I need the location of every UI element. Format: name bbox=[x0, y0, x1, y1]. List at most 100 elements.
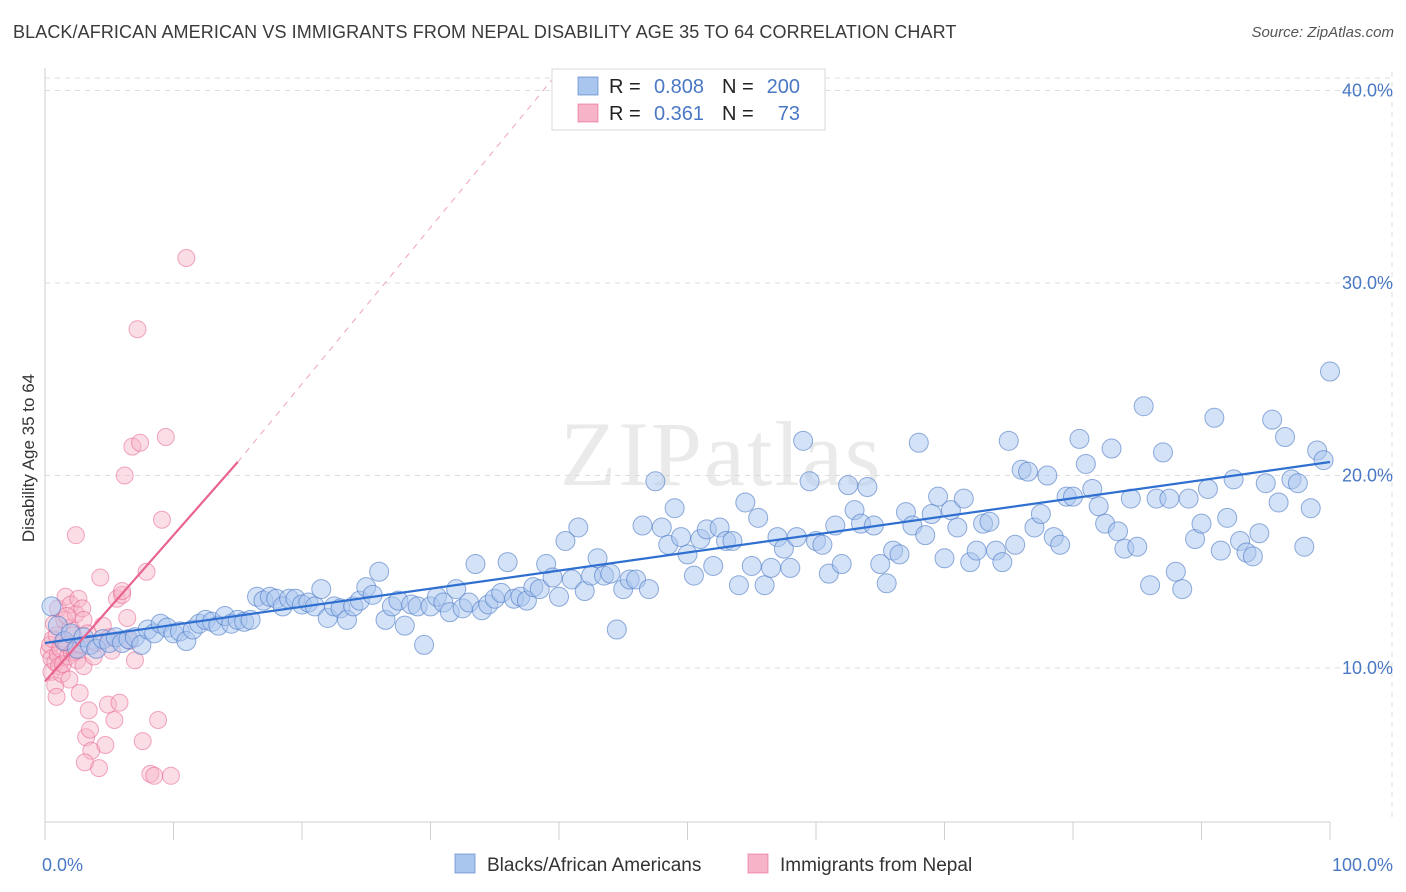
black-point bbox=[529, 579, 550, 600]
black-point bbox=[838, 475, 859, 496]
r-label: R = bbox=[609, 76, 641, 98]
black-point bbox=[908, 432, 929, 453]
black-point bbox=[812, 534, 833, 555]
black-point bbox=[889, 544, 910, 565]
black-point bbox=[1159, 488, 1180, 509]
y-tick-label: 30.0% bbox=[1342, 273, 1393, 293]
nepal-point bbox=[70, 684, 89, 703]
black-point bbox=[1101, 438, 1122, 459]
black-point bbox=[1217, 507, 1238, 528]
nepal-point bbox=[149, 710, 168, 729]
black-point bbox=[1275, 427, 1296, 447]
black-point bbox=[465, 554, 486, 575]
black-point bbox=[497, 552, 518, 573]
black-point bbox=[876, 573, 897, 594]
black-point bbox=[587, 548, 608, 569]
black-point bbox=[1075, 453, 1096, 474]
nepal-point bbox=[47, 687, 66, 706]
nepal-point bbox=[113, 582, 132, 600]
r-label: R = bbox=[609, 103, 641, 125]
black-point bbox=[555, 530, 576, 551]
black-point bbox=[1191, 513, 1212, 534]
black-point bbox=[1127, 536, 1148, 557]
nepal-point bbox=[137, 562, 156, 581]
black-point bbox=[947, 517, 968, 538]
y-axis-label: Disability Age 35 to 64 bbox=[19, 374, 38, 542]
black-point bbox=[1140, 575, 1161, 596]
black-point bbox=[1255, 473, 1276, 494]
black-point bbox=[1320, 361, 1340, 382]
nepal-point bbox=[118, 608, 137, 627]
black-point bbox=[780, 557, 801, 578]
black-point bbox=[748, 507, 769, 528]
black-point bbox=[369, 561, 390, 582]
nepal-point bbox=[145, 766, 164, 785]
stats-legend-swatch bbox=[577, 103, 599, 123]
stats-legend-swatch bbox=[577, 76, 599, 96]
black-point bbox=[1018, 461, 1039, 482]
black-point bbox=[799, 471, 820, 492]
black-point bbox=[671, 527, 692, 548]
black-point bbox=[1249, 523, 1270, 544]
y-tick-label: 20.0% bbox=[1342, 466, 1393, 486]
black-point bbox=[761, 557, 782, 578]
black-point bbox=[414, 634, 435, 655]
black-point bbox=[1287, 473, 1308, 494]
series-legend-swatch bbox=[454, 853, 476, 874]
nepal-point bbox=[80, 720, 99, 739]
blue-series bbox=[41, 361, 1340, 659]
black-point bbox=[568, 517, 589, 538]
black-point bbox=[1242, 546, 1263, 567]
black-point bbox=[1204, 407, 1225, 428]
black-point bbox=[754, 575, 775, 596]
black-point bbox=[1313, 450, 1334, 471]
source-credit: Source: ZipAtlas.com bbox=[1251, 24, 1394, 41]
nepal-point bbox=[75, 753, 94, 772]
black-point bbox=[311, 579, 332, 600]
r-value: 0.361 bbox=[654, 103, 704, 125]
r-value: 0.808 bbox=[654, 76, 704, 98]
nepal-point bbox=[60, 670, 79, 689]
nepal-point bbox=[133, 732, 152, 751]
black-point bbox=[934, 548, 955, 569]
black-point bbox=[1107, 521, 1128, 542]
black-point bbox=[966, 540, 987, 561]
black-point bbox=[703, 555, 724, 576]
black-point bbox=[651, 517, 672, 538]
series-legend-label: Immigrants from Nepal bbox=[780, 855, 972, 876]
black-point bbox=[1030, 504, 1051, 524]
nepal-point bbox=[152, 510, 171, 529]
nepal-point bbox=[156, 428, 175, 446]
black-point bbox=[1133, 396, 1154, 417]
black-point bbox=[1152, 442, 1173, 463]
black-point bbox=[1294, 536, 1315, 557]
black-point bbox=[606, 619, 627, 640]
pink-trend-extension bbox=[237, 70, 560, 463]
trend-lines bbox=[44, 70, 1331, 683]
black-point bbox=[857, 477, 878, 498]
black-point bbox=[1223, 469, 1244, 490]
black-point bbox=[664, 498, 685, 519]
nepal-point bbox=[115, 466, 134, 485]
black-point bbox=[1210, 540, 1231, 561]
black-point bbox=[1037, 465, 1058, 486]
black-point bbox=[735, 492, 756, 513]
nepal-point bbox=[91, 568, 110, 587]
pink-trend-line bbox=[44, 461, 239, 683]
black-point bbox=[1050, 534, 1071, 555]
black-point bbox=[1197, 478, 1218, 499]
series-legend-swatch bbox=[747, 853, 769, 874]
black-point bbox=[870, 554, 891, 575]
black-point bbox=[979, 511, 1000, 532]
black-point bbox=[998, 430, 1019, 451]
nepal-point bbox=[66, 526, 85, 545]
black-point bbox=[600, 563, 621, 584]
black-point bbox=[921, 504, 942, 524]
black-point bbox=[1300, 498, 1321, 519]
black-point bbox=[793, 430, 814, 451]
black-point bbox=[1088, 496, 1109, 517]
black-point bbox=[953, 488, 974, 509]
n-label: N = bbox=[722, 76, 754, 98]
black-point bbox=[928, 486, 949, 507]
black-point bbox=[1165, 561, 1186, 582]
